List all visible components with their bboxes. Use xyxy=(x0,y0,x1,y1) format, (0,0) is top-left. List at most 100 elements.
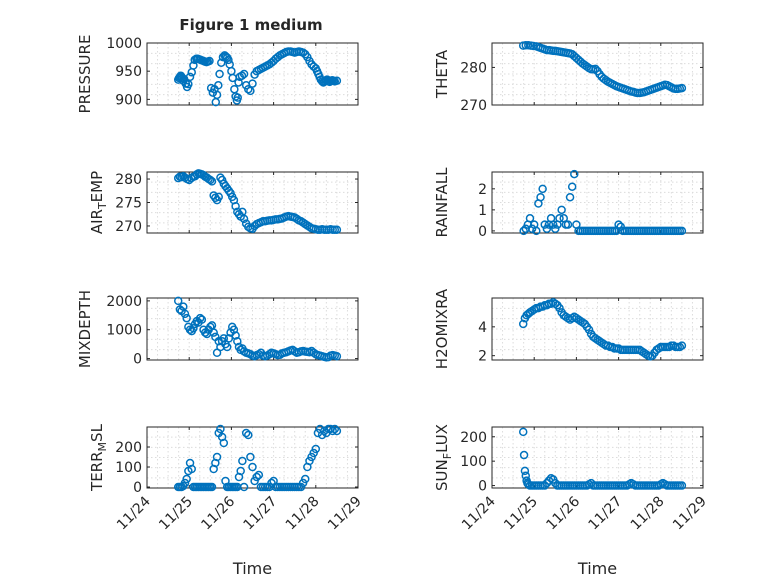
data-point xyxy=(567,182,577,191)
data-point xyxy=(525,214,535,223)
data-point xyxy=(520,466,530,476)
data-point xyxy=(182,313,191,323)
y-tick-label: 0 xyxy=(478,479,487,495)
subplot-sun-flux: 11/24 11/25 11/26 11/27 11/28 11/29 0 100 200 SUN… xyxy=(433,424,710,578)
subplot-terr-msl: 11/24 11/25 11/26 11/27 11/28 11/29 0 100 200 TER… xyxy=(88,423,365,578)
x-tick-label: 11/24 xyxy=(459,493,499,533)
data-point xyxy=(244,430,253,440)
data-point xyxy=(532,226,541,236)
data-point xyxy=(570,169,579,179)
axes-frame xyxy=(146,297,359,361)
data-point xyxy=(301,474,310,484)
data-point xyxy=(233,337,242,346)
y-axis-label: TERRMSL xyxy=(88,423,109,492)
data-point xyxy=(518,319,528,329)
y-tick-label: 2 xyxy=(478,182,487,198)
subplot-rainfall: 0 1 2 RAINFALL xyxy=(433,167,704,240)
data-point xyxy=(540,220,549,229)
data-point xyxy=(195,313,205,323)
data-point xyxy=(209,328,218,337)
data-point xyxy=(224,334,234,343)
data-point xyxy=(182,474,191,484)
data-point xyxy=(677,83,687,93)
data-point xyxy=(231,202,240,211)
data-point xyxy=(207,177,217,186)
data-point xyxy=(565,192,575,202)
data-point xyxy=(217,58,226,67)
y-tick-label: 2 xyxy=(478,349,487,365)
axes-frame xyxy=(491,42,704,106)
data-point xyxy=(215,69,224,79)
data-point xyxy=(332,76,342,86)
data-point xyxy=(614,220,623,229)
y-axis-label: MIXDEPTH xyxy=(76,290,94,368)
x-tick-label: 11/27 xyxy=(586,494,626,534)
x-axis-label: Time xyxy=(577,559,617,578)
y-tick-label: 1 xyxy=(478,203,487,219)
y-axis-label: PRESSURE xyxy=(76,35,94,114)
subplot-air-temp: 270 275 280 AIRTEMP xyxy=(88,169,359,235)
y-tick-label: 200 xyxy=(460,430,487,446)
data-point xyxy=(205,56,214,66)
data-point xyxy=(212,90,222,100)
data-point xyxy=(224,55,233,65)
data-point xyxy=(173,296,183,306)
y-tick-label: 2000 xyxy=(106,294,142,310)
y-axis-label: RAINFALL xyxy=(433,167,451,238)
x-axis-label: Time xyxy=(232,559,272,578)
data-point xyxy=(591,64,600,74)
data-point xyxy=(189,61,198,70)
data-point xyxy=(231,331,240,340)
data-point xyxy=(536,192,545,202)
data-point xyxy=(677,481,687,490)
x-tick-label: 11/26 xyxy=(543,493,583,533)
x-tick-label: 11/25 xyxy=(156,494,196,534)
y-axis-label: SUNFLUX xyxy=(433,424,454,491)
y-axis-label: H2OMIXRA xyxy=(433,288,451,369)
data-point xyxy=(214,192,223,202)
y-tick-label: 100 xyxy=(460,454,487,470)
figure-title: Figure 1 medium xyxy=(179,16,322,34)
data-point xyxy=(563,220,573,229)
data-point xyxy=(252,472,261,482)
y-tick-label: 1000 xyxy=(106,323,142,339)
data-point xyxy=(311,444,321,454)
y-tick-label: 0 xyxy=(133,480,142,496)
data-point xyxy=(239,214,249,224)
data-point xyxy=(180,309,190,319)
data-point xyxy=(557,205,566,215)
data-point xyxy=(189,324,198,333)
y-tick-label: 280 xyxy=(115,172,142,188)
data-point xyxy=(542,478,552,488)
y-tick-label: 950 xyxy=(115,64,142,80)
y-tick-label: 4 xyxy=(478,320,487,336)
x-tick-label: 11/24 xyxy=(114,493,154,533)
data-point xyxy=(527,224,537,234)
data-point xyxy=(216,424,225,434)
data-point xyxy=(616,222,625,231)
data-point xyxy=(222,342,232,352)
data-point xyxy=(246,452,255,462)
data-point xyxy=(254,470,264,480)
data-point xyxy=(332,225,342,234)
data-point xyxy=(519,226,528,236)
y-tick-label: 0 xyxy=(478,224,487,240)
data-point xyxy=(239,482,249,492)
x-tick-label: 11/25 xyxy=(501,494,541,534)
data-point xyxy=(230,84,239,94)
x-tick-label: 11/28 xyxy=(628,494,668,534)
data-point xyxy=(233,93,242,102)
data-point xyxy=(548,220,558,229)
axes-frame xyxy=(146,42,359,106)
subplot-pressure: 900 950 1000 PRESSURE xyxy=(76,35,359,114)
y-tick-label: 0 xyxy=(133,352,142,368)
data-point xyxy=(332,426,342,436)
data-point xyxy=(212,452,222,462)
data-point xyxy=(244,84,253,94)
y-tick-label: 1000 xyxy=(106,36,142,52)
data-point xyxy=(246,86,255,96)
data-point xyxy=(332,352,342,361)
data-point xyxy=(248,79,257,88)
